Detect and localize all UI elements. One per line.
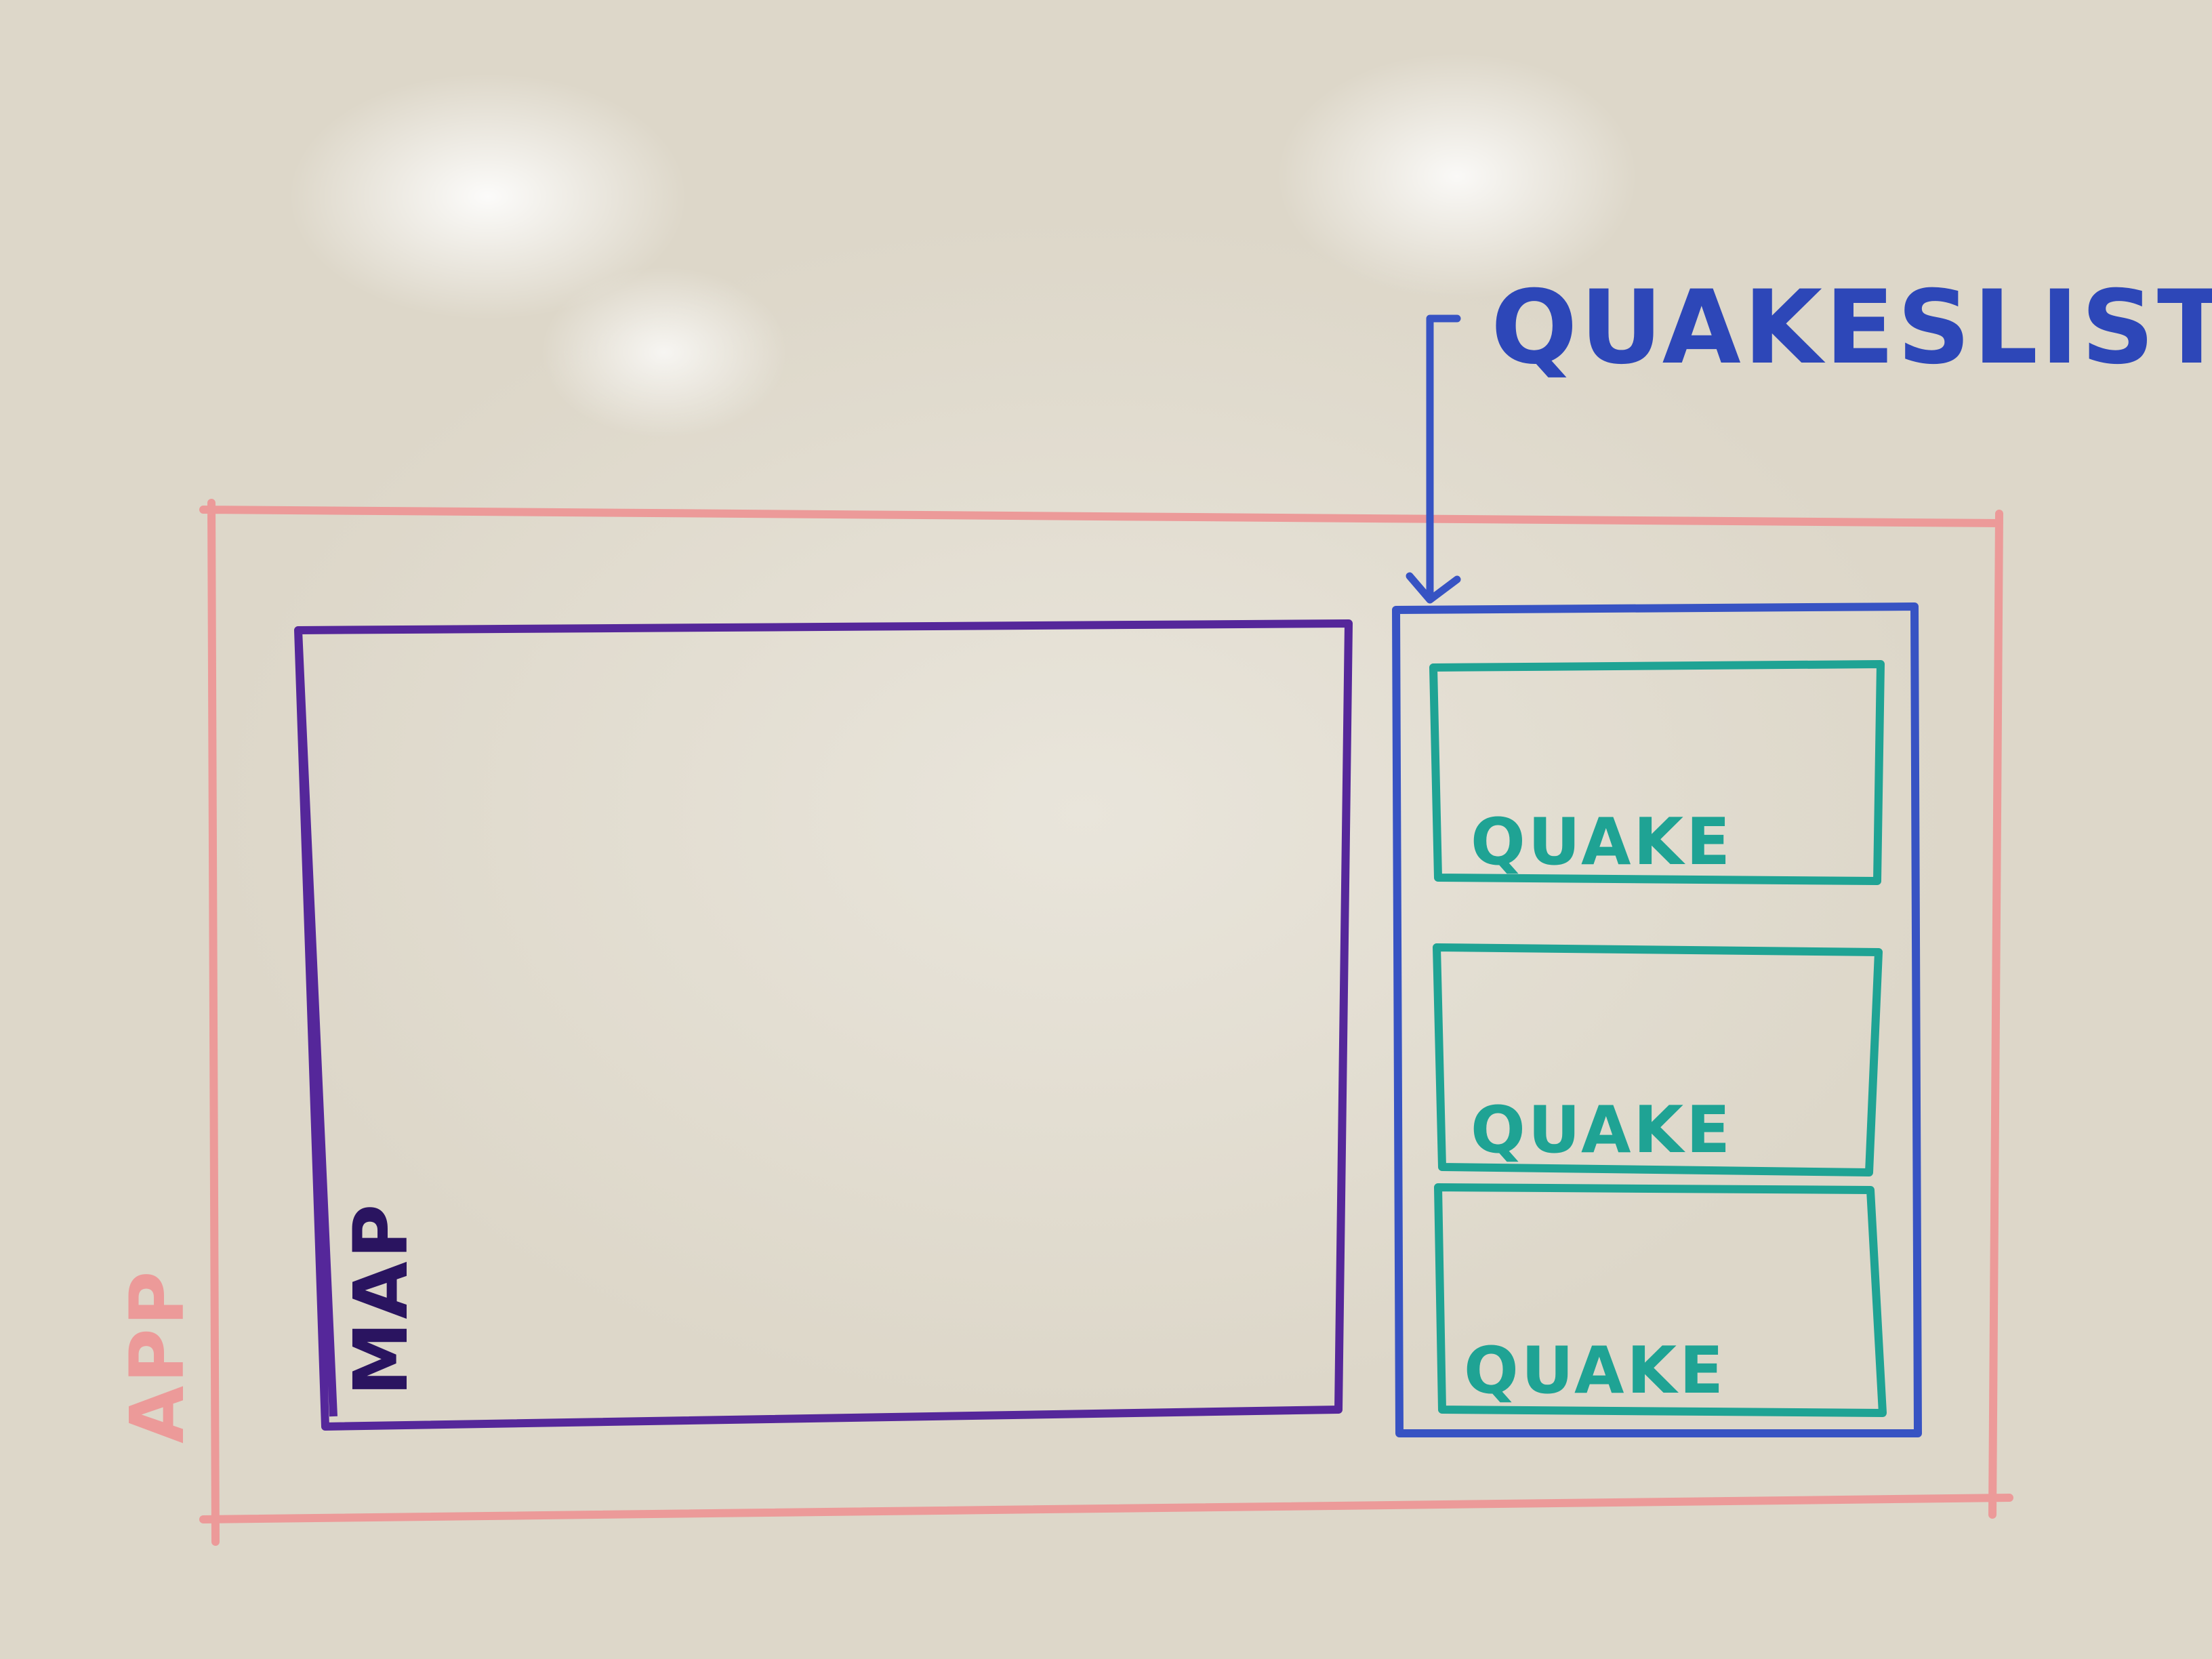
quakes-list-label: QUAKESLIST: [1491, 269, 2212, 387]
map-box: [298, 623, 1349, 1427]
quake-item-label: QUAKE: [1471, 1093, 1733, 1168]
app-label: APP: [114, 1269, 201, 1443]
quakes-list-box: [1396, 607, 1918, 1433]
quakes-list-pointer-arrow: [1410, 319, 1457, 600]
map-label: MAP: [337, 1202, 424, 1396]
quake-item-label: QUAKE: [1471, 805, 1733, 880]
quake-item-label: QUAKE: [1464, 1334, 1726, 1408]
app-box: [203, 503, 2009, 1542]
